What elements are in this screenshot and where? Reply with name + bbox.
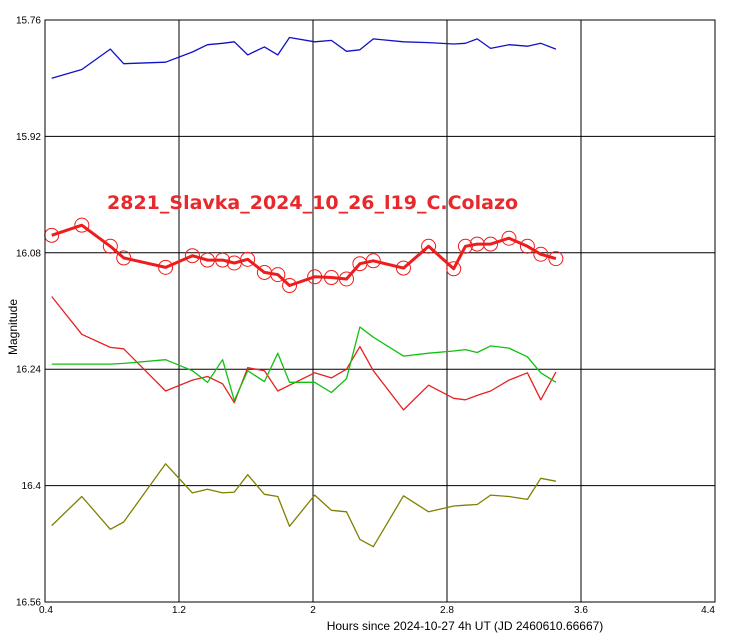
data-point bbox=[339, 271, 354, 287]
data-point bbox=[395, 260, 411, 276]
y-tick-labels: 15.76 15.92 16.08 16.24 16.4 16.56 bbox=[16, 16, 41, 609]
data-point bbox=[74, 217, 90, 233]
y-tick-label: 15.92 bbox=[16, 132, 41, 143]
data-point bbox=[282, 278, 298, 294]
series-line-2 bbox=[51, 296, 557, 411]
y-axis-label: Magnitude bbox=[6, 299, 20, 355]
data-point bbox=[116, 250, 132, 266]
data-point bbox=[44, 227, 60, 243]
chart-title: 2821_Slavka_2024_10_26_l19_C.Colazo bbox=[107, 192, 518, 214]
data-point bbox=[270, 267, 286, 283]
series-line-0 bbox=[51, 36, 557, 79]
data-point bbox=[501, 230, 517, 246]
y-tick-label: 16.24 bbox=[16, 365, 41, 376]
series-line-4 bbox=[51, 463, 557, 548]
data-point bbox=[446, 261, 462, 277]
y-tick-label: 16.56 bbox=[16, 598, 41, 609]
data-point bbox=[240, 251, 256, 267]
x-tick-label: 2 bbox=[310, 605, 316, 616]
x-tick-label: 1.2 bbox=[172, 605, 186, 616]
data-point bbox=[483, 236, 499, 252]
y-tick-label: 16.4 bbox=[22, 481, 42, 492]
y-tick-label: 16.08 bbox=[16, 248, 41, 259]
data-point bbox=[457, 238, 473, 254]
series-line-1 bbox=[51, 223, 557, 287]
data-point bbox=[199, 252, 215, 268]
data-point bbox=[365, 253, 381, 269]
x-tick-labels: 0.4 1.2 2 2.8 3.6 4.4 bbox=[39, 605, 715, 616]
series-line-3 bbox=[51, 326, 557, 402]
x-tick-label: 4.4 bbox=[701, 605, 715, 616]
x-tick-label: 0.4 bbox=[39, 605, 53, 616]
data-point bbox=[323, 270, 339, 286]
data-point bbox=[307, 269, 323, 285]
data-point bbox=[421, 238, 437, 254]
plot-frame bbox=[44, 19, 716, 603]
data-point bbox=[158, 259, 174, 275]
data-point bbox=[533, 246, 549, 262]
x-axis-label: Hours since 2024-10-27 4h UT (JD 2460610… bbox=[327, 619, 604, 633]
data-point bbox=[184, 248, 200, 264]
series-group bbox=[44, 36, 564, 548]
grid bbox=[44, 19, 716, 603]
data-point bbox=[519, 238, 535, 254]
y-tick-label: 15.76 bbox=[16, 16, 41, 27]
data-point bbox=[102, 238, 118, 254]
x-tick-label: 2.8 bbox=[440, 605, 454, 616]
data-point bbox=[215, 252, 231, 268]
x-tick-label: 3.6 bbox=[574, 605, 588, 616]
data-point bbox=[548, 251, 564, 267]
data-point bbox=[469, 236, 485, 252]
